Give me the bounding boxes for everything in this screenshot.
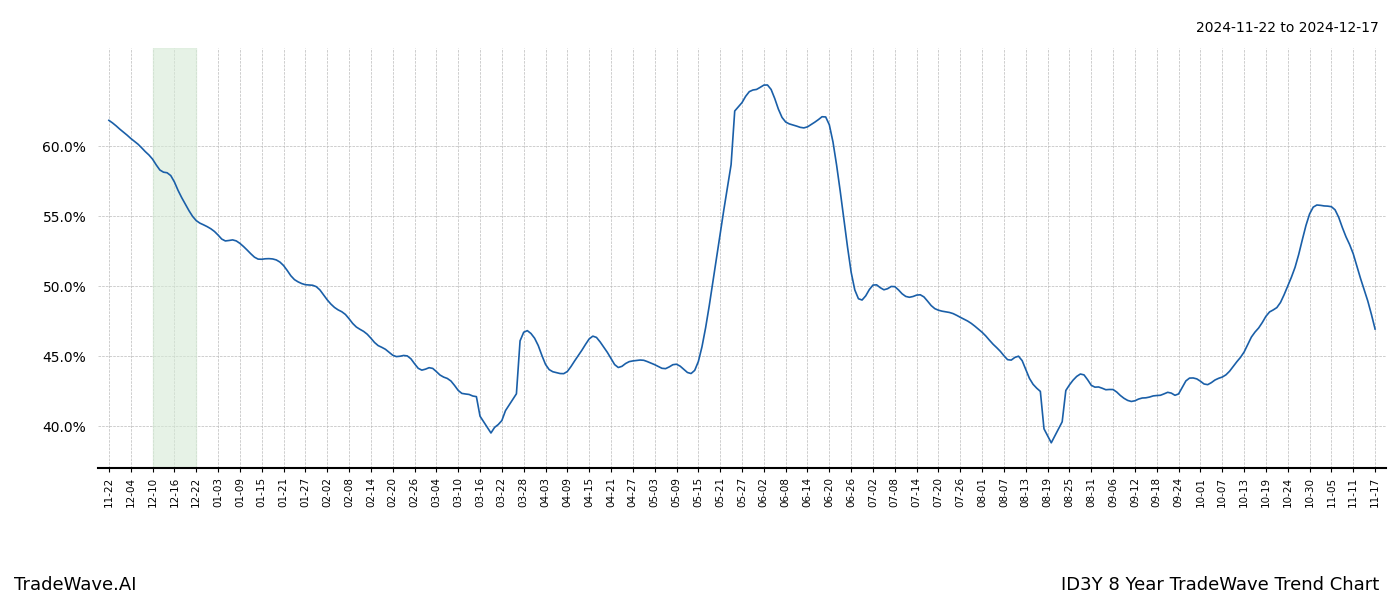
Text: ID3Y 8 Year TradeWave Trend Chart: ID3Y 8 Year TradeWave Trend Chart (1061, 576, 1379, 594)
Bar (153, 48, 196, 468)
Text: 2024-11-22 to 2024-12-17: 2024-11-22 to 2024-12-17 (1196, 21, 1379, 35)
Text: TradeWave.AI: TradeWave.AI (14, 576, 137, 594)
